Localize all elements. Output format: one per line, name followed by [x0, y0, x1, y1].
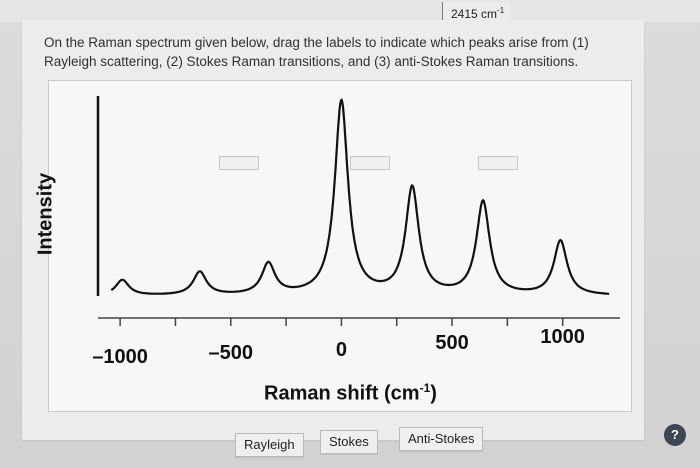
- drop-target-right[interactable]: [478, 156, 518, 170]
- x-tick-label: –1000: [92, 346, 148, 368]
- top-value: 2415 cm-1: [442, 2, 511, 21]
- x-tick-label: 500: [435, 332, 468, 354]
- x-tick-label: 1000: [540, 326, 585, 348]
- drop-target-center[interactable]: [350, 156, 390, 170]
- top-strip: 2415 cm-1: [0, 0, 700, 22]
- plot-area: [48, 80, 632, 412]
- axes: [96, 96, 620, 326]
- drag-label-tray: Rayleigh Stokes Anti-Stokes: [225, 425, 485, 459]
- x-axis-title-superscript: -1: [419, 381, 431, 395]
- spectrum-line-group: [110, 98, 610, 295]
- x-tick-label: –500: [209, 342, 254, 364]
- question-text: On the Raman spectrum given below, drag …: [44, 35, 589, 69]
- x-axis-title: Raman shift (cm-1): [264, 381, 437, 406]
- top-value-superscript: -1: [497, 6, 505, 15]
- rayleigh-label[interactable]: Rayleigh: [235, 433, 304, 457]
- drop-target-left[interactable]: [219, 156, 259, 170]
- x-axis-title-main: Raman shift (cm: [264, 382, 420, 405]
- x-axis-title-tail: ): [430, 382, 437, 405]
- anti-stokes-label[interactable]: Anti-Stokes: [399, 427, 484, 451]
- stokes-label[interactable]: Stokes: [320, 430, 378, 454]
- x-tick-label: 0: [336, 339, 347, 361]
- spectrum-line: [110, 98, 610, 295]
- help-button[interactable]: ?: [664, 424, 686, 446]
- top-value-number: 2415 cm: [451, 7, 498, 21]
- tick-labels: –1000 –500 0 500 1000: [92, 326, 585, 368]
